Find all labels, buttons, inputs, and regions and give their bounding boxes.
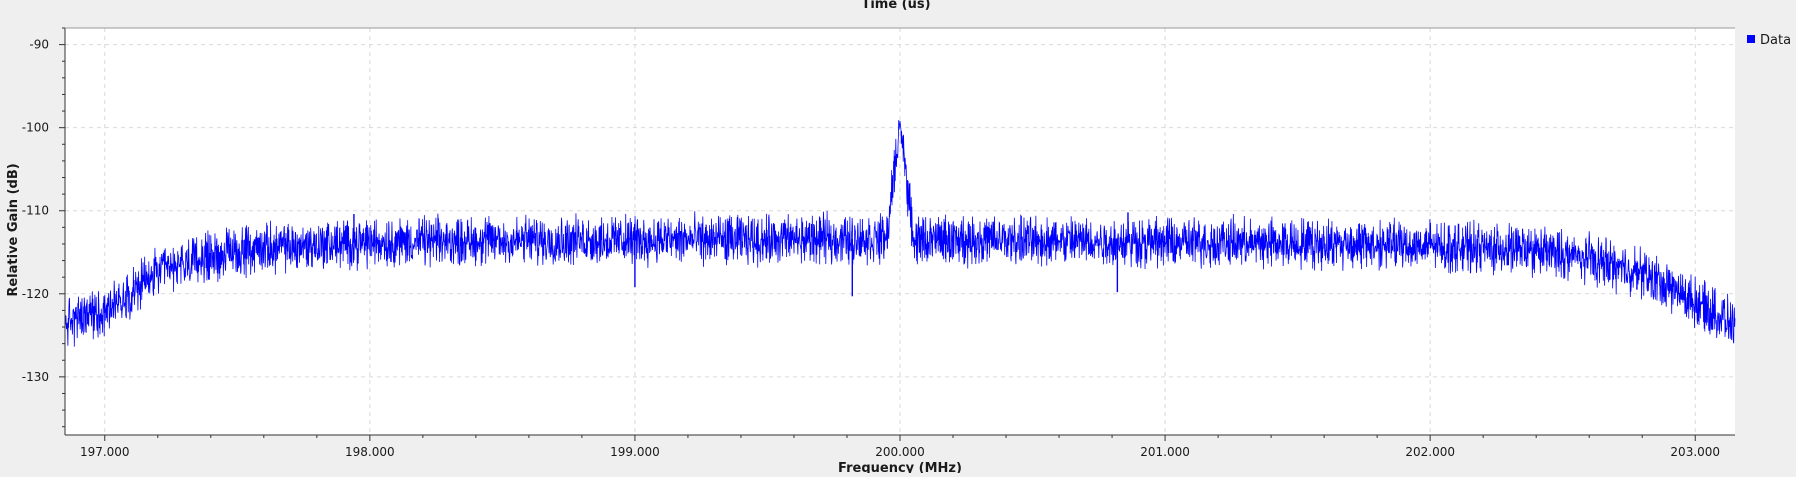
- series-layer: [64, 119, 1736, 347]
- y-ticks: -90 -100 -110 -120 -130: [22, 38, 65, 384]
- x-tick-label: 203.000: [1670, 445, 1720, 459]
- x-tick-label: 198.000: [345, 445, 395, 459]
- x-ticks: 197.000 198.000 199.000 200.000 201.000 202.0…: [80, 435, 1720, 459]
- y-axis-title: Relative Gain (dB): [6, 163, 21, 296]
- y-tick-label: -110: [22, 204, 49, 218]
- legend[interactable]: Data: [1747, 33, 1791, 48]
- legend-label: Data: [1760, 33, 1791, 48]
- y-tick-label: -130: [22, 370, 49, 384]
- x-axis-title: Frequency (MHz): [838, 461, 962, 473]
- legend-swatch: [1747, 35, 1755, 43]
- x-tick-label: 197.000: [80, 445, 130, 459]
- x-tick-label: 202.000: [1405, 445, 1455, 459]
- x-tick-label: 199.000: [610, 445, 660, 459]
- y-tick-label: -90: [29, 38, 49, 52]
- x-tick-label: 201.000: [1140, 445, 1190, 459]
- y-tick-label: -100: [22, 121, 49, 135]
- top-axis-title: Time (us): [861, 0, 930, 12]
- x-tick-label: 200.000: [875, 445, 925, 459]
- series-line-data: [64, 119, 1736, 347]
- y-tick-label: -120: [22, 287, 49, 301]
